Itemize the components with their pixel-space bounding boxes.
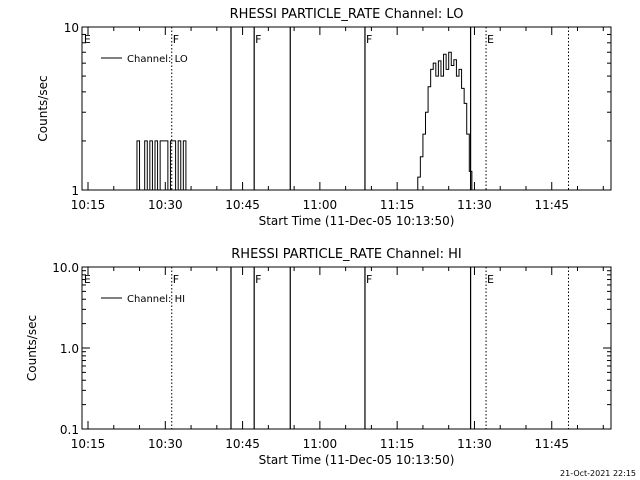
event-marker-label: F [255, 273, 261, 286]
chart-panel-0: RHESSI PARTICLE_RATE Channel: LO Counts/s… [36, 7, 612, 228]
x-tick-label: 11:00 [303, 437, 338, 451]
event-marker-label: F [366, 33, 372, 46]
y-tick-label: 0.1 [60, 423, 79, 437]
plot-frame [81, 26, 612, 191]
event-marker-label: F [173, 33, 179, 46]
x-tick-label: 10:45 [225, 437, 260, 451]
legend: Channel: HI [101, 294, 185, 305]
x-tick-label: 11:30 [457, 437, 492, 451]
chart-panel-1: RHESSI PARTICLE_RATE Channel: HI Counts/s… [25, 247, 612, 467]
event-marker-label: F [255, 33, 261, 46]
chart-title: RHESSI PARTICLE_RATE Channel: LO [230, 7, 464, 22]
x-axis-label: Start Time (11-Dec-05 10:13:50) [259, 453, 455, 467]
event-marker-label: E [487, 273, 494, 286]
y-tick-label: 10.0 [52, 261, 79, 275]
x-tick-label: 11:15 [380, 198, 415, 212]
y-axis-label: Counts/sec [25, 315, 39, 381]
event-marker-label: E [84, 273, 91, 286]
y-axis-label: Counts/sec [36, 75, 50, 141]
event-marker-label: F [173, 273, 179, 286]
x-tick-label: 10:45 [225, 198, 260, 212]
x-tick-label: 10:15 [71, 198, 106, 212]
event-marker-label: E [84, 33, 91, 46]
x-tick-label: 11:45 [534, 437, 569, 451]
event-marker-label: E [487, 33, 494, 46]
legend-label: Channel: HI [127, 294, 185, 305]
x-tick-label: 11:00 [303, 198, 338, 212]
x-tick-label: 11:45 [534, 198, 569, 212]
x-tick-label: 11:15 [380, 437, 415, 451]
event-marker-label: F [366, 273, 372, 286]
x-tick-label: 10:30 [148, 198, 183, 212]
plot-frame [81, 266, 612, 430]
y-tick-label: 1.0 [60, 342, 79, 356]
x-tick-label: 10:15 [71, 437, 106, 451]
x-tick-label: 10:30 [148, 437, 183, 451]
series-line-0 [134, 51, 473, 191]
x-axis-label: Start Time (11-Dec-05 10:13:50) [259, 214, 455, 228]
y-tick-label: 10 [64, 21, 79, 35]
legend: Channel: LO [101, 54, 188, 65]
y-tick-label: 1 [71, 184, 79, 198]
legend-label: Channel: LO [127, 54, 188, 65]
chart-title: RHESSI PARTICLE_RATE Channel: HI [231, 247, 461, 262]
x-tick-label: 11:30 [457, 198, 492, 212]
footer-timestamp: 21-Oct-2021 22:15 [560, 469, 636, 478]
